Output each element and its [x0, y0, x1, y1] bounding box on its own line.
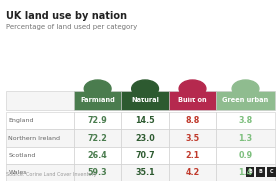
- Text: Source: Corine Land Cover Inventory: Source: Corine Land Cover Inventory: [6, 172, 96, 177]
- Text: B: B: [248, 169, 252, 174]
- Text: 0.9: 0.9: [239, 151, 252, 160]
- Text: 1.4: 1.4: [239, 168, 252, 177]
- Text: Built on: Built on: [178, 97, 207, 104]
- Text: UK land use by nation: UK land use by nation: [6, 11, 127, 21]
- Text: 70.7: 70.7: [135, 151, 155, 160]
- Text: 72.9: 72.9: [88, 116, 107, 125]
- Text: England: England: [8, 118, 34, 123]
- Text: 59.3: 59.3: [88, 168, 107, 177]
- Text: 26.4: 26.4: [88, 151, 107, 160]
- Text: 1.3: 1.3: [239, 134, 252, 142]
- Text: Percentage of land used per category: Percentage of land used per category: [6, 24, 137, 30]
- Text: 35.1: 35.1: [135, 168, 155, 177]
- Text: 23.0: 23.0: [135, 134, 155, 142]
- Text: 3.8: 3.8: [238, 116, 253, 125]
- Text: 3.5: 3.5: [186, 134, 199, 142]
- Text: Wales: Wales: [8, 170, 27, 175]
- Text: 14.5: 14.5: [135, 116, 155, 125]
- Text: C: C: [270, 169, 273, 174]
- Text: Green urban: Green urban: [222, 97, 269, 104]
- Text: B: B: [259, 169, 263, 174]
- Text: 2.1: 2.1: [185, 151, 200, 160]
- Text: Northern Ireland: Northern Ireland: [8, 136, 60, 140]
- Text: 72.2: 72.2: [88, 134, 108, 142]
- Text: Natural: Natural: [131, 97, 159, 104]
- Text: Scotland: Scotland: [8, 153, 36, 158]
- Text: Farmland: Farmland: [80, 97, 115, 104]
- Text: 8.8: 8.8: [185, 116, 200, 125]
- Text: 4.2: 4.2: [185, 168, 200, 177]
